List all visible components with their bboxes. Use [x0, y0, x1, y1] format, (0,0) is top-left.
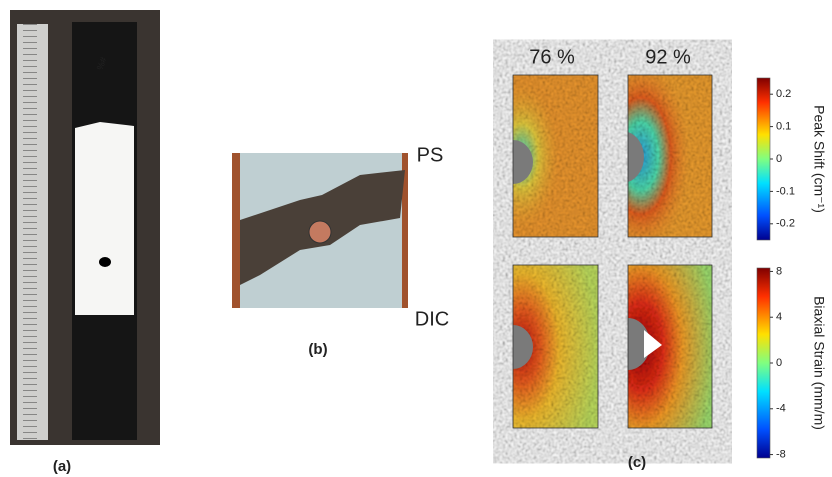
colorbar-tick-label: 4 [776, 311, 782, 323]
column-label: 76 % [529, 46, 575, 68]
row-label: PS [417, 144, 444, 166]
colorbar-tick-label: -8 [776, 448, 786, 460]
colorbar [757, 78, 770, 240]
panel-label: (c) [628, 454, 646, 471]
colorbar-label: Peak Shift (cm⁻¹) [811, 105, 827, 213]
colorbars: 0.2 0.1 0 -0.1 -0.2 Peak Shift (cm⁻¹) 8 4 0 -4 -8 B… [757, 78, 827, 460]
colorbar-label: Biaxial Strain (mm/m) [811, 296, 827, 430]
heatmaps [513, 75, 712, 428]
photo-a: %# [10, 10, 160, 445]
panel-label: (a) [53, 458, 71, 475]
colorbar-tick-label: -0.2 [776, 218, 795, 230]
colorbar [757, 268, 770, 458]
colorbar-tick-label: 0 [776, 357, 782, 369]
colorbar-tick-label: 0.1 [776, 121, 791, 133]
column-label: 92 % [645, 46, 691, 68]
panel-label: (b) [308, 341, 327, 358]
colorbar-tick-label: -4 [776, 403, 786, 415]
colorbar-tick-label: 0.2 [776, 88, 791, 100]
figure: %# (a) (b) 76 % 92 % PS DIC (c) 0.2 0.1 0 -… [0, 0, 832, 477]
colorbar-tick-label: -0.1 [776, 185, 795, 197]
row-label: DIC [415, 308, 449, 330]
colorbar-tick-label: 8 [776, 265, 782, 277]
colorbar-tick-label: 0 [776, 153, 782, 165]
photo-b [232, 153, 408, 308]
